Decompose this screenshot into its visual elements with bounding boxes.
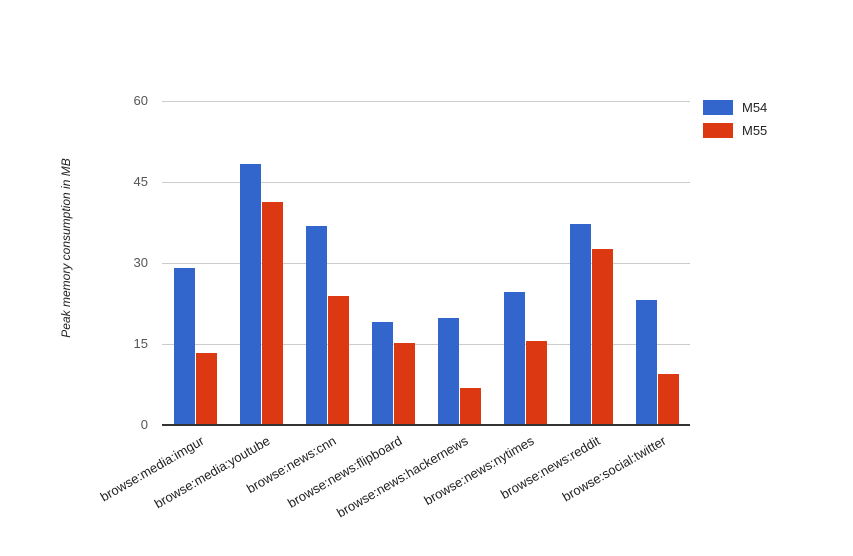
y-axis-tick-label-30: 30 <box>133 255 148 270</box>
bar-m55-browse:news:flipboard <box>393 343 415 425</box>
bar-m54-browse:social:twitter <box>635 300 657 425</box>
plot-area <box>162 101 690 426</box>
bar-m54-browse:news:flipboard <box>371 322 393 425</box>
gridline-30 <box>162 263 690 264</box>
bar-m54-browse:media:youtube <box>239 164 261 425</box>
legend-item-m54: M54 <box>703 100 767 115</box>
bar-m55-browse:news:cnn <box>327 296 349 425</box>
bar-m55-browse:news:reddit <box>591 249 613 425</box>
x-axis-baseline <box>162 424 690 426</box>
bar-chart: Peak memory consumption in MB 0 15 30 45 60 … <box>59 93 767 521</box>
bar-m55-browse:news:hackernews <box>459 388 481 425</box>
gridline-15 <box>162 344 690 345</box>
legend: M54 M55 <box>703 100 767 146</box>
bar-m54-browse:news:nytimes <box>503 292 525 425</box>
bar-m55-browse:media:imgur <box>195 353 217 425</box>
bar-m54-browse:news:reddit <box>569 224 591 425</box>
legend-label-m54: M54 <box>742 100 768 115</box>
gridline-45 <box>162 182 690 183</box>
bar-m54-browse:media:imgur <box>173 268 195 425</box>
y-axis-tick-label-60: 60 <box>133 93 148 108</box>
bar-m54-browse:news:cnn <box>305 226 327 425</box>
legend-label-m55: M55 <box>742 123 768 138</box>
y-axis-tick-label-0: 0 <box>140 417 148 432</box>
bar-m55-browse:media:youtube <box>261 202 283 425</box>
legend-swatch-m54 <box>703 100 733 115</box>
bar-m55-browse:social:twitter <box>657 374 679 425</box>
bar-m55-browse:news:nytimes <box>525 341 547 425</box>
y-axis-tick-label-45: 45 <box>133 174 148 189</box>
y-axis-tick-label-15: 15 <box>133 336 148 351</box>
legend-item-m55: M55 <box>703 123 767 138</box>
gridline-60 <box>162 101 690 102</box>
legend-swatch-m55 <box>703 123 733 138</box>
bar-m54-browse:news:hackernews <box>437 318 459 425</box>
